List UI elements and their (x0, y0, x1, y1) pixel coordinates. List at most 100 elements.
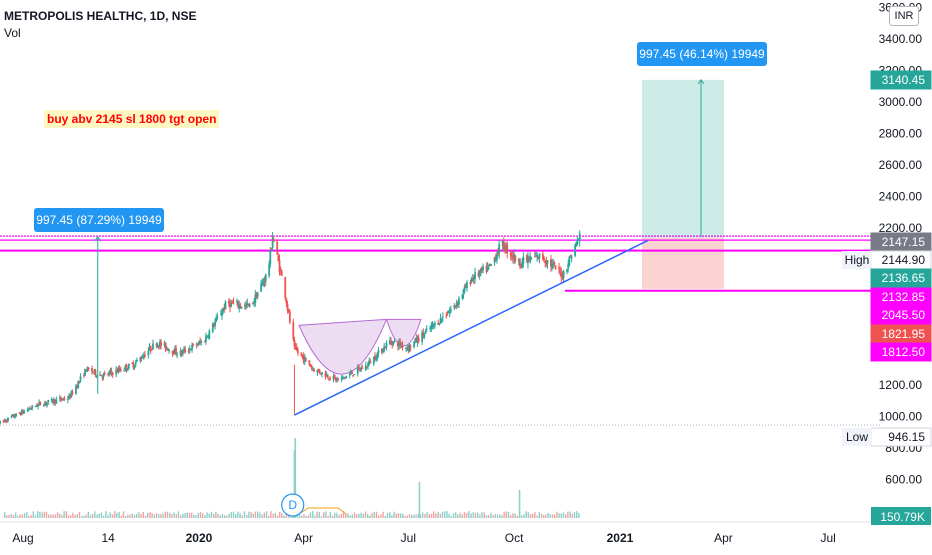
candle-body[interactable] (179, 350, 182, 356)
candle-body[interactable] (458, 298, 460, 305)
candle-body[interactable] (165, 348, 168, 350)
candle-body[interactable] (366, 366, 368, 368)
candle-body[interactable] (70, 391, 73, 398)
candle-body[interactable] (227, 300, 230, 304)
candle-body[interactable] (78, 380, 81, 382)
candle-body[interactable] (562, 271, 565, 278)
candle-body[interactable] (240, 306, 243, 308)
candle-body[interactable] (52, 399, 54, 403)
candle-body[interactable] (256, 292, 259, 297)
candle-body[interactable] (472, 276, 475, 280)
candle-body[interactable] (527, 257, 529, 263)
candle-body[interactable] (348, 374, 351, 376)
candle-body[interactable] (91, 367, 93, 372)
candle-body[interactable] (132, 363, 135, 368)
candle-body[interactable] (253, 301, 256, 304)
candle-body[interactable] (537, 256, 540, 259)
candle-body[interactable] (50, 398, 53, 401)
candle-body[interactable] (578, 233, 581, 241)
candle-body[interactable] (569, 255, 572, 258)
candle-body[interactable] (60, 397, 62, 400)
candle-body[interactable] (246, 303, 249, 306)
candle-body[interactable] (536, 255, 539, 257)
candle-body[interactable] (384, 347, 387, 349)
candle-body[interactable] (277, 255, 280, 261)
candle-body[interactable] (263, 281, 266, 283)
candle-body[interactable] (94, 369, 97, 376)
candle-body[interactable] (349, 372, 352, 374)
handle-pattern[interactable] (385, 318, 422, 347)
candle-body[interactable] (86, 367, 89, 372)
candle-body[interactable] (92, 372, 95, 374)
candle-body[interactable] (7, 417, 9, 421)
candle-body[interactable] (502, 240, 505, 249)
candle-body[interactable] (368, 360, 371, 365)
candle-body[interactable] (272, 239, 275, 242)
candle-body[interactable] (46, 402, 49, 405)
candle-body[interactable] (383, 346, 386, 352)
candle-body[interactable] (255, 293, 258, 299)
candle-body[interactable] (300, 352, 303, 356)
candle-body[interactable] (337, 378, 340, 381)
candle-body[interactable] (529, 256, 532, 262)
candle-body[interactable] (187, 351, 190, 353)
candle-body[interactable] (156, 344, 159, 347)
candle-body[interactable] (12, 414, 15, 418)
candle-body[interactable] (163, 343, 166, 345)
candle-body[interactable] (361, 367, 364, 370)
candle-body[interactable] (400, 344, 403, 346)
candle-body[interactable] (407, 347, 410, 351)
candle-body[interactable] (429, 328, 432, 330)
candle-body[interactable] (474, 272, 476, 280)
candle-body[interactable] (181, 350, 184, 353)
candle-body[interactable] (530, 258, 533, 260)
candle-body[interactable] (424, 330, 427, 334)
candle-body[interactable] (206, 336, 208, 338)
candle-body[interactable] (71, 391, 74, 394)
candle-body[interactable] (398, 342, 401, 347)
candle-body[interactable] (199, 341, 202, 343)
candle-body[interactable] (406, 347, 409, 349)
candle-body[interactable] (22, 410, 24, 413)
candle-body[interactable] (533, 256, 536, 258)
candle-body[interactable] (285, 299, 288, 304)
candle-body[interactable] (448, 310, 451, 314)
candle-body[interactable] (538, 253, 541, 259)
candle-body[interactable] (320, 373, 322, 375)
candle-body[interactable] (30, 408, 32, 410)
candle-body[interactable] (517, 258, 520, 261)
candle-body[interactable] (149, 345, 152, 351)
candle-body[interactable] (23, 411, 26, 414)
candle-body[interactable] (260, 283, 262, 292)
candle-body[interactable] (144, 354, 146, 357)
candle-body[interactable] (29, 408, 31, 410)
candle-body[interactable] (554, 265, 557, 270)
candle-body[interactable] (4, 419, 7, 422)
candle-body[interactable] (270, 248, 273, 250)
candle-body[interactable] (505, 245, 507, 251)
candle-body[interactable] (301, 354, 304, 357)
candle-body[interactable] (302, 355, 305, 362)
candle-body[interactable] (470, 278, 473, 283)
candle-body[interactable] (280, 271, 283, 276)
candle-body[interactable] (390, 340, 392, 343)
candle-body[interactable] (463, 286, 466, 291)
candle-body[interactable] (559, 269, 562, 272)
candle-body[interactable] (352, 375, 355, 377)
candle-body[interactable] (310, 367, 313, 369)
candle-body[interactable] (109, 370, 112, 372)
candle-body[interactable] (471, 278, 474, 281)
candle-body[interactable] (364, 365, 367, 371)
candle-body[interactable] (264, 274, 267, 282)
candle-body[interactable] (367, 363, 369, 367)
candle-body[interactable] (42, 405, 45, 407)
candle-body[interactable] (68, 395, 70, 399)
candle-body[interactable] (318, 370, 321, 374)
candle-body[interactable] (167, 348, 169, 351)
candle-body[interactable] (35, 405, 38, 407)
candle-body[interactable] (116, 370, 119, 373)
candle-body[interactable] (142, 355, 145, 358)
candle-body[interactable] (39, 401, 42, 405)
candle-body[interactable] (123, 370, 126, 372)
trade-note[interactable]: buy abv 2145 sl 1800 tgt open (44, 110, 220, 128)
